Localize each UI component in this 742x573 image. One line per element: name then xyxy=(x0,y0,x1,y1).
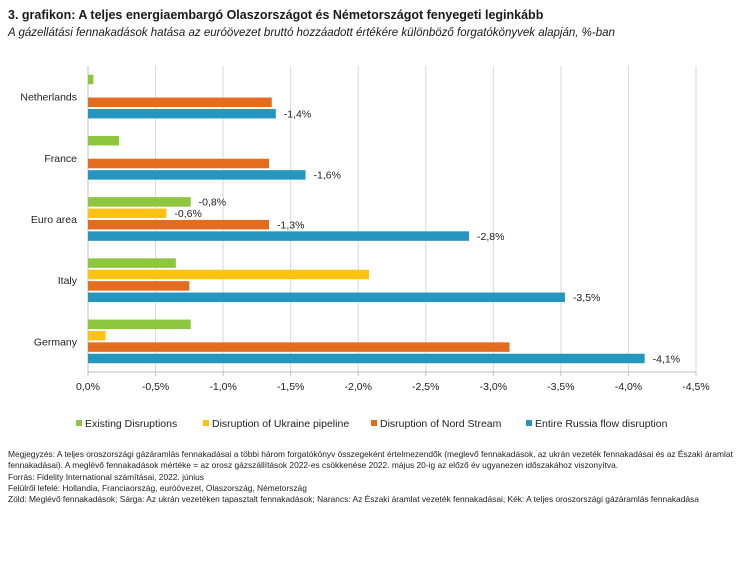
legend-label: Disruption of Ukraine pipeline xyxy=(212,418,349,430)
category-label: Netherlands xyxy=(20,92,77,104)
chart-notes: Megjegyzés: A teljes oroszországi gázára… xyxy=(8,449,734,505)
bar xyxy=(88,170,306,180)
bar xyxy=(88,231,470,241)
category-label: Germany xyxy=(34,336,78,348)
bar xyxy=(88,197,191,207)
x-tick-label: -1,0% xyxy=(209,381,236,393)
data-label: -2,8% xyxy=(477,231,504,243)
bar xyxy=(88,208,167,219)
x-tick-label: -4,0% xyxy=(615,381,642,393)
bar xyxy=(88,330,106,341)
data-label: -4,1% xyxy=(653,353,680,365)
x-tick-label: -3,5% xyxy=(547,381,574,393)
x-tick-label: -0,5% xyxy=(142,381,169,393)
bar xyxy=(88,342,510,352)
data-label: -0,8% xyxy=(199,197,226,209)
legend-label: Existing Disruptions xyxy=(85,418,177,430)
data-label: -1,4% xyxy=(284,108,311,120)
category-label: France xyxy=(44,153,77,165)
x-tick-label: -2,5% xyxy=(412,381,439,393)
bar xyxy=(88,281,190,291)
bar xyxy=(88,74,94,85)
bar xyxy=(88,319,191,330)
x-tick-label: 0,0% xyxy=(76,381,100,393)
x-tick-label: -3,0% xyxy=(480,381,507,393)
bar xyxy=(88,269,370,280)
legend-swatch xyxy=(371,420,377,426)
data-label: -3,5% xyxy=(573,292,600,304)
legend-swatch xyxy=(76,420,82,426)
bar xyxy=(88,135,120,146)
bar xyxy=(88,353,645,364)
bar xyxy=(88,158,270,169)
x-tick-label: -2,0% xyxy=(345,381,372,393)
data-label: -1,6% xyxy=(314,170,341,182)
bar xyxy=(88,108,276,119)
bar xyxy=(88,292,565,303)
note-methodology: Megjegyzés: A teljes oroszországi gázára… xyxy=(8,449,733,471)
category-label: Euro area xyxy=(31,214,77,226)
note-order: Felülről lefelé: Hollandia, Franciaorszá… xyxy=(8,482,307,493)
data-label: -0,6% xyxy=(174,208,201,220)
data-label: -1,3% xyxy=(277,219,304,231)
note-colors: Zöld: Meglévő fennakadások; Sárga: Az uk… xyxy=(8,494,699,505)
legend-label: Disruption of Nord Stream xyxy=(380,418,502,430)
chart-subtitle: A gázellátási fennakadások hatása az eur… xyxy=(8,27,615,39)
bar xyxy=(88,97,272,108)
legend-swatch xyxy=(526,420,532,426)
x-tick-label: -4,5% xyxy=(682,381,709,393)
chart-title: 3. grafikon: A teljes energiaembargó Ola… xyxy=(8,8,544,22)
legend-swatch xyxy=(203,420,209,426)
bar-chart: 0,0% -0,5% -1,0% -1,5% -2,0% -2,5% -3,0% -3,5% -… xyxy=(20,66,710,430)
bar xyxy=(88,258,176,268)
x-tick-label: -1,5% xyxy=(277,381,304,393)
bar xyxy=(88,219,270,230)
note-source: Forrás: Fidelity International számítása… xyxy=(8,471,204,482)
legend-label: Entire Russia flow disruption xyxy=(535,418,668,430)
category-label: Italy xyxy=(58,275,78,287)
